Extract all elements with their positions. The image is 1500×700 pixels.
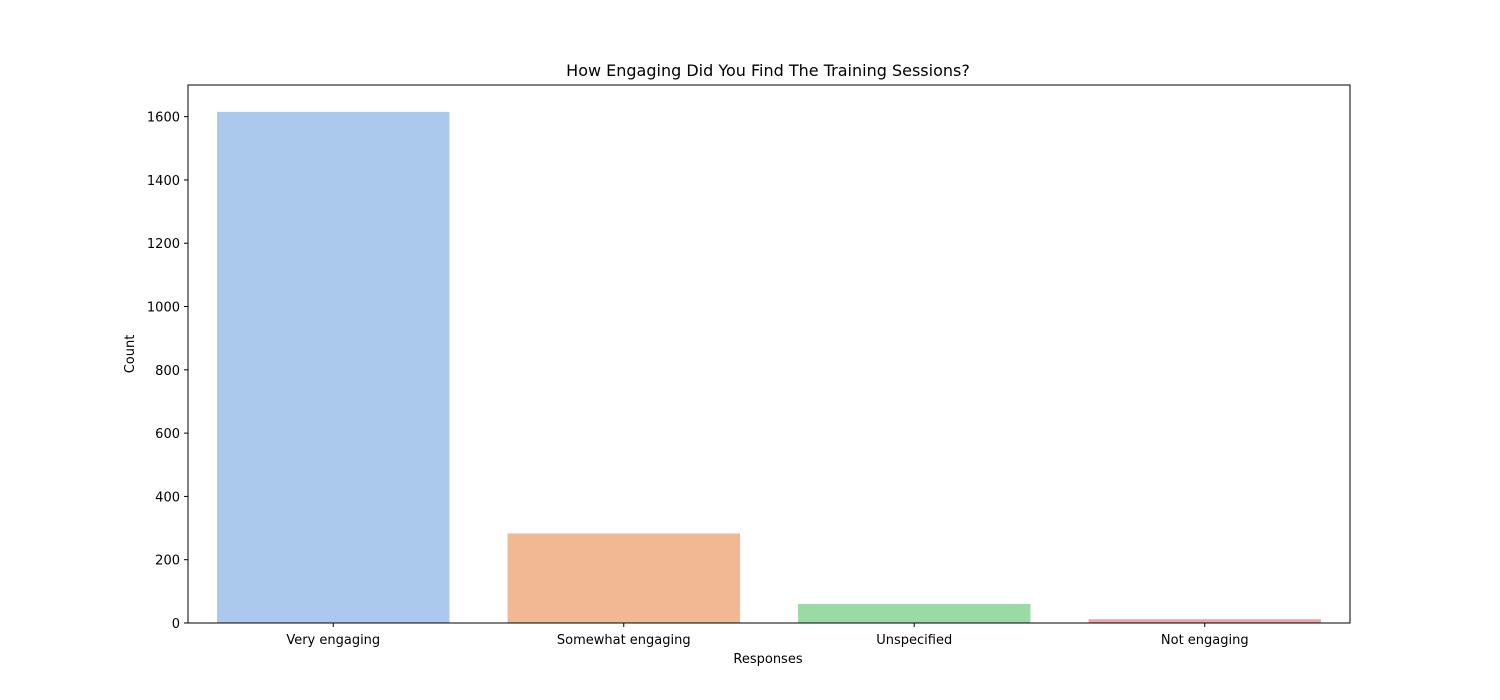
bar-very-engaging bbox=[217, 111, 450, 624]
chart-title: How Engaging Did You Find The Training S… bbox=[566, 61, 970, 80]
plot-frame bbox=[187, 84, 1351, 624]
x-tick-label: Somewhat engaging bbox=[557, 633, 691, 648]
y-tick-label: 1600 bbox=[147, 111, 180, 126]
y-tick-label: 400 bbox=[155, 490, 180, 505]
y-tick-label: 800 bbox=[155, 364, 180, 379]
bar-not-engaging bbox=[1088, 619, 1321, 623]
x-tick-label: Unspecified bbox=[876, 633, 952, 648]
y-tick-label: 1400 bbox=[147, 174, 180, 189]
y-tick-label: 200 bbox=[155, 554, 180, 569]
x-tick-label: Not engaging bbox=[1161, 633, 1249, 648]
y-tick-label: 0 bbox=[172, 617, 180, 632]
y-axis-label: Count bbox=[123, 335, 138, 374]
x-tick-label: Very engaging bbox=[286, 633, 380, 648]
y-tick-label: 1000 bbox=[147, 301, 180, 316]
bars-group bbox=[217, 111, 1321, 624]
y-tick-label: 600 bbox=[155, 427, 180, 442]
y-axis: 0 200 400 600 800 1000 1200 1400 1600 bbox=[147, 111, 188, 632]
bar-somewhat-engaging bbox=[507, 533, 740, 623]
y-tick-label: 1200 bbox=[147, 237, 180, 252]
x-axis-label: Responses bbox=[733, 652, 802, 667]
bar-unspecified bbox=[798, 604, 1031, 623]
x-axis: Very engaging Somewhat engaging Unspecifie… bbox=[286, 623, 1249, 648]
